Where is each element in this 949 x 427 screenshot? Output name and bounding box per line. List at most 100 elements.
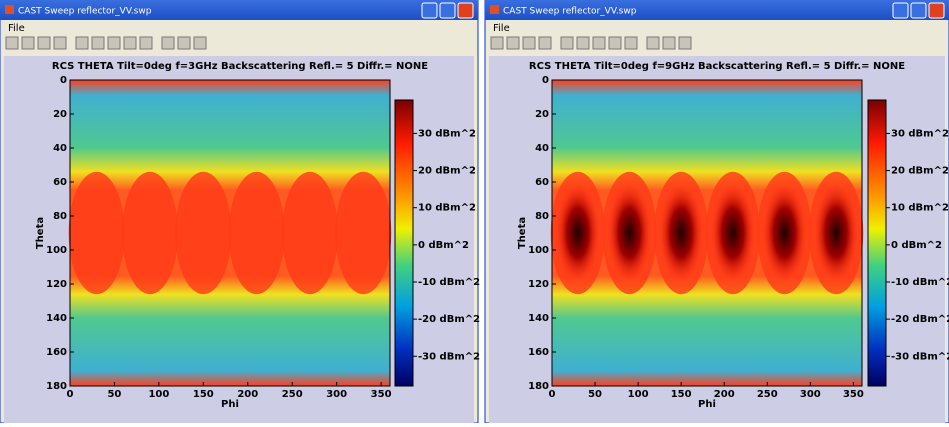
- toolbar-button[interactable]: [663, 37, 675, 49]
- toolbar-button[interactable]: [54, 37, 66, 49]
- toolbar-button[interactable]: [561, 37, 573, 49]
- x-tick-label: 100: [628, 389, 649, 400]
- y-axis-label: Theta: [517, 217, 528, 249]
- toolbar-button[interactable]: [92, 37, 104, 49]
- y-tick-label: 180: [528, 381, 549, 392]
- colorbar-tick-label: 20 dBm^2: [891, 166, 949, 177]
- toolbar-button[interactable]: [647, 37, 659, 49]
- colorbar-tick-label: 10 dBm^2: [891, 203, 949, 214]
- x-tick-label: 50: [588, 389, 602, 400]
- app-icon: [490, 5, 499, 14]
- colorbar: [395, 100, 413, 386]
- lobe: [282, 172, 338, 294]
- lobe: [122, 172, 178, 294]
- toolbar-button[interactable]: [577, 37, 589, 49]
- x-tick-label: 50: [107, 389, 121, 400]
- lobe-core: [711, 184, 755, 282]
- toolbar-button[interactable]: [108, 37, 120, 49]
- menu-item[interactable]: File: [493, 23, 510, 34]
- screen: CAST Sweep reflector_VV.swp File RCS THETA…: [0, 0, 949, 423]
- y-tick-label: 20: [535, 109, 549, 120]
- x-tick-label: 300: [326, 389, 347, 400]
- y-tick-label: 0: [60, 75, 67, 86]
- lobe-core: [608, 184, 652, 282]
- x-tick-label: 300: [800, 389, 821, 400]
- toolbar-button[interactable]: [22, 37, 34, 49]
- y-tick-label: 0: [542, 75, 549, 86]
- colorbar-tick-label: 10 dBm^2: [418, 203, 476, 214]
- toolbar-button[interactable]: [491, 37, 503, 49]
- colorbar-tick-label: -20 dBm^2: [418, 314, 480, 325]
- y-axis-label: Theta: [35, 217, 46, 249]
- lobe: [335, 172, 391, 294]
- x-tick-label: 150: [671, 389, 692, 400]
- minimize-button[interactable]: [893, 3, 908, 18]
- colorbar-tick-label: 0 dBm^2: [418, 240, 469, 251]
- colorbar-tick-label: 0 dBm^2: [891, 240, 942, 251]
- toolbar-button[interactable]: [124, 37, 136, 49]
- toolbar-button[interactable]: [539, 37, 551, 49]
- plot-title: RCS THETA Tilt=0deg f=9GHz Backscatterin…: [529, 61, 905, 72]
- plot-title: RCS THETA Tilt=0deg f=3GHz Backscatterin…: [52, 61, 428, 72]
- x-axis-label: Phi: [221, 399, 239, 410]
- toolbar-button[interactable]: [625, 37, 637, 49]
- toolbar-button[interactable]: [38, 37, 50, 49]
- colorbar: [868, 100, 886, 386]
- x-tick-label: 200: [714, 389, 735, 400]
- colorbar-tick-label: -10 dBm^2: [891, 277, 949, 288]
- y-tick-label: 100: [46, 245, 67, 256]
- toolbar-button[interactable]: [6, 37, 18, 49]
- window-title: CAST Sweep reflector_VV.swp: [18, 7, 152, 17]
- x-tick-label: 100: [148, 389, 169, 400]
- x-tick-label: 350: [371, 389, 392, 400]
- toolbar-button[interactable]: [162, 37, 174, 49]
- maximize-button[interactable]: [440, 3, 455, 18]
- y-tick-label: 40: [535, 143, 549, 154]
- x-tick-label: 0: [67, 389, 74, 400]
- lobe-core: [763, 184, 807, 282]
- page: {"windows": [ {"title": "CAST Sweep refl…: [0, 0, 949, 423]
- y-tick-label: 20: [53, 109, 67, 120]
- x-tick-label: 0: [549, 389, 556, 400]
- lobe: [69, 172, 125, 294]
- toolbar-button[interactable]: [76, 37, 88, 49]
- toolbar-button[interactable]: [178, 37, 190, 49]
- y-tick-label: 180: [46, 381, 67, 392]
- lobe: [229, 172, 285, 294]
- y-tick-label: 60: [53, 177, 67, 188]
- toolbar-button[interactable]: [140, 37, 152, 49]
- maximize-button[interactable]: [911, 3, 926, 18]
- y-tick-label: 80: [53, 211, 67, 222]
- x-tick-label: 250: [282, 389, 303, 400]
- lobe-core: [556, 184, 600, 282]
- close-button[interactable]: [929, 3, 944, 18]
- y-tick-label: 140: [46, 313, 67, 324]
- lobe-core: [814, 184, 858, 282]
- y-tick-label: 40: [53, 143, 67, 154]
- close-button[interactable]: [458, 3, 473, 18]
- toolbar-button[interactable]: [609, 37, 621, 49]
- colorbar-tick-label: 30 dBm^2: [418, 128, 476, 139]
- x-tick-label: 150: [193, 389, 214, 400]
- lobe-core: [659, 184, 703, 282]
- colorbar-tick-label: -30 dBm^2: [891, 351, 949, 362]
- toolbar-button[interactable]: [523, 37, 535, 49]
- x-tick-label: 250: [757, 389, 778, 400]
- window-title: CAST Sweep reflector_VV.swp: [503, 7, 637, 17]
- menu-item[interactable]: File: [8, 23, 25, 34]
- toolbar-button[interactable]: [593, 37, 605, 49]
- y-tick-label: 160: [528, 347, 549, 358]
- colorbar-tick-label: 30 dBm^2: [891, 128, 949, 139]
- y-tick-label: 100: [528, 245, 549, 256]
- toolbar-button[interactable]: [507, 37, 519, 49]
- y-tick-label: 120: [46, 279, 67, 290]
- toolbar-button[interactable]: [679, 37, 691, 49]
- y-tick-label: 120: [528, 279, 549, 290]
- colorbar-tick-label: -30 dBm^2: [418, 351, 480, 362]
- minimize-button[interactable]: [422, 3, 437, 18]
- colorbar-tick-label: -10 dBm^2: [418, 277, 480, 288]
- y-tick-label: 60: [535, 177, 549, 188]
- colorbar-tick-label: 20 dBm^2: [418, 166, 476, 177]
- toolbar-button[interactable]: [194, 37, 206, 49]
- colorbar-tick-label: -20 dBm^2: [891, 314, 949, 325]
